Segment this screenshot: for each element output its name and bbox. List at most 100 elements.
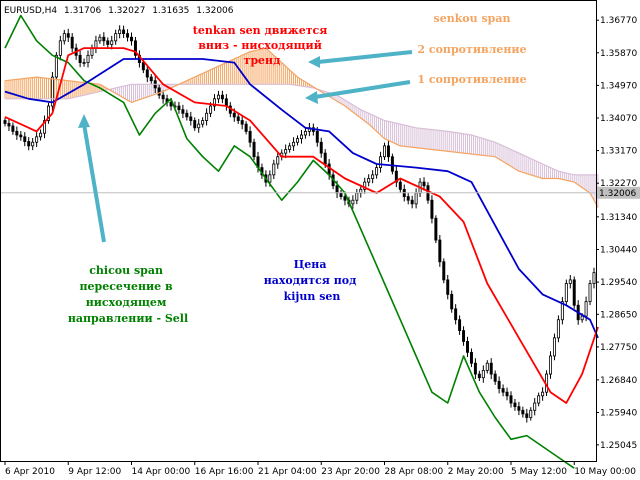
y-tick-label: 1.26840	[600, 376, 637, 386]
candle-body	[161, 94, 165, 100]
candle	[62, 29, 66, 45]
candle-body	[572, 279, 576, 306]
candle-body	[379, 156, 383, 169]
candle	[86, 50, 90, 68]
candle-body	[66, 33, 70, 38]
y-tick-label: 1.30440	[600, 245, 637, 255]
candle	[469, 348, 473, 368]
candle	[7, 118, 11, 132]
candle-body	[15, 130, 19, 136]
annotation-chikou: chicou span пересечение в нисходящем нап…	[68, 264, 188, 325]
y-tick-label: 1.29540	[600, 278, 637, 288]
y-tick-label: 1.35870	[600, 49, 637, 59]
candle-body	[177, 105, 181, 111]
candle-body	[580, 315, 584, 321]
annotation-kijun: Цена находится под kijun sen	[264, 258, 361, 303]
candle	[130, 32, 133, 46]
candle-body	[319, 141, 323, 154]
candle-body	[126, 33, 130, 38]
chikou-span-line	[4, 14, 575, 469]
candle-body	[141, 62, 145, 71]
candle-body	[430, 199, 434, 219]
candle-body	[556, 319, 560, 339]
candle	[513, 398, 517, 411]
candle-body	[90, 47, 94, 56]
x-tick-label: 23 Apr 20:00	[321, 467, 380, 477]
candle-body	[529, 409, 533, 418]
candle-body	[485, 362, 489, 371]
candle-body	[78, 54, 82, 63]
y-tick-label: 1.33170	[600, 147, 637, 157]
candle	[82, 58, 86, 67]
candle-body	[114, 33, 118, 42]
y-tick-label: 1.31340	[600, 213, 637, 223]
candle-body	[299, 134, 303, 140]
y-axis: 1.36770 1.35870 1.34970 1.34070 1.33170 1.322…	[596, 16, 637, 451]
candle	[110, 35, 114, 50]
candle-body	[477, 373, 481, 379]
candle-body	[541, 391, 545, 397]
candle-body	[86, 54, 90, 63]
candle	[39, 129, 43, 141]
candle-body	[434, 217, 438, 241]
candle-body	[276, 156, 280, 165]
candle	[201, 117, 205, 128]
candle-body	[296, 138, 300, 143]
candle	[477, 370, 481, 382]
candle-body	[497, 380, 501, 389]
candle-body	[351, 199, 355, 205]
candle	[189, 111, 193, 126]
candle	[3, 117, 7, 127]
candle-body	[7, 123, 11, 127]
candle-body	[62, 33, 66, 42]
candle-body	[70, 36, 74, 49]
candle	[549, 351, 553, 379]
candle-body	[588, 283, 592, 303]
candle	[181, 104, 185, 119]
current-price-box	[597, 186, 640, 199]
candle-body	[398, 181, 402, 190]
candle	[133, 37, 137, 60]
candle-body	[458, 319, 462, 332]
candle-body	[58, 40, 62, 56]
candle	[299, 130, 303, 144]
candle	[509, 391, 513, 408]
candle-body	[375, 167, 379, 176]
candle	[46, 102, 50, 124]
candle	[430, 195, 434, 224]
candle-body	[272, 163, 276, 176]
candle-body	[46, 105, 50, 121]
candle	[406, 192, 410, 205]
candle	[122, 25, 126, 38]
candle	[78, 50, 82, 68]
candle	[11, 122, 15, 135]
candle-body	[106, 40, 110, 45]
candle-body	[339, 192, 343, 197]
candle-body	[303, 130, 307, 136]
candle-body	[509, 395, 513, 404]
candle	[126, 29, 130, 42]
candle	[390, 153, 394, 175]
candle	[185, 109, 189, 121]
candle-body	[469, 351, 473, 364]
candle-body	[209, 105, 213, 114]
candle-body	[292, 141, 296, 147]
arrow-resistance-1	[314, 80, 411, 99]
candle	[454, 304, 458, 325]
candle	[220, 90, 224, 104]
candle	[31, 138, 35, 151]
candle-body	[50, 76, 54, 107]
candle-body	[244, 123, 248, 132]
candle	[216, 90, 220, 104]
candle	[58, 35, 62, 61]
arrow-resistance-2	[317, 50, 413, 64]
candle-body	[406, 196, 410, 201]
candle-body	[11, 125, 15, 132]
candle	[375, 163, 379, 179]
candle-body	[454, 308, 458, 321]
x-tick-label: 10 May 00:00	[574, 467, 636, 477]
candle-body	[288, 145, 292, 150]
candle-body	[240, 120, 244, 125]
candle	[564, 279, 568, 306]
plot-frame	[0, 0, 597, 462]
